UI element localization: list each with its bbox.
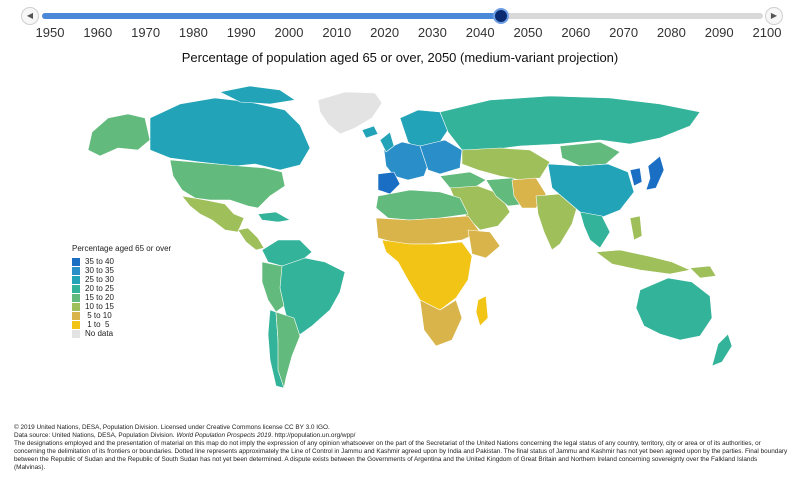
legend-label: 25 to 30 [85, 275, 114, 284]
legend-swatch [72, 293, 80, 302]
year-label-2010[interactable]: 2010 [322, 25, 352, 40]
year-label-2080[interactable]: 2080 [656, 25, 686, 40]
legend-item: 10 to 15 [72, 302, 171, 311]
year-slider-track[interactable] [42, 8, 763, 24]
map-footer: © 2019 United Nations, DESA, Population … [14, 424, 790, 472]
region-mongolia[interactable] [559, 141, 621, 167]
region-sahel[interactable] [375, 215, 481, 245]
legend-item: 30 to 35 [72, 266, 171, 275]
region-korea[interactable] [629, 167, 643, 187]
year-label-2000[interactable]: 2000 [274, 25, 304, 40]
year-label-2030[interactable]: 2030 [417, 25, 447, 40]
region-eastern-europe[interactable] [419, 139, 463, 175]
legend-swatch [72, 275, 80, 284]
region-peru-bolivia[interactable] [261, 261, 285, 313]
year-label-1970[interactable]: 1970 [131, 25, 161, 40]
year-label-2040[interactable]: 2040 [465, 25, 495, 40]
year-label-2020[interactable]: 2020 [370, 25, 400, 40]
year-slider-handle[interactable] [493, 8, 509, 24]
legend-swatch [72, 257, 80, 266]
year-timeline: ◀ ▶ 1950 1960 1970 1980 1990 2000 2010 2020 2030… [0, 0, 800, 44]
year-label-1990[interactable]: 1990 [226, 25, 256, 40]
legend-items: 35 to 40 30 to 35 25 to 30 20 to 25 15 to 20… [72, 257, 171, 338]
region-australia[interactable] [635, 277, 713, 341]
legend-label: 35 to 40 [85, 257, 114, 266]
year-label-2060[interactable]: 2060 [561, 25, 591, 40]
legend-item: 35 to 40 [72, 257, 171, 266]
data-source-link[interactable]: . http://population.un.org/wpp/ [271, 432, 356, 439]
region-canada[interactable] [149, 97, 311, 171]
region-maritime-se-asia[interactable] [595, 249, 691, 275]
year-label-2070[interactable]: 2070 [609, 25, 639, 40]
region-japan[interactable] [645, 155, 665, 191]
region-alaska[interactable] [87, 113, 151, 157]
legend-item: 15 to 20 [72, 293, 171, 302]
legend-item: No data [72, 329, 171, 338]
legend-label: 1 to 5 [85, 320, 110, 329]
legend-swatch [72, 329, 80, 338]
data-source-title: World Population Prospects 2019 [176, 432, 272, 439]
region-central-america[interactable] [237, 227, 265, 251]
region-western-europe[interactable] [383, 141, 431, 181]
region-new-zealand[interactable] [711, 333, 733, 367]
year-label-2050[interactable]: 2050 [513, 25, 543, 40]
region-indochina[interactable] [579, 211, 611, 249]
region-west-central-africa[interactable] [381, 239, 473, 311]
legend-swatch [72, 284, 80, 293]
data-source-prefix: Data source: United Nations, DESA, Popul… [14, 432, 177, 439]
copyright-note: © 2019 United Nations, DESA, Population … [14, 424, 330, 431]
chevron-left-icon: ◀ [26, 11, 34, 20]
legend-label: 20 to 25 [85, 284, 114, 293]
legend-swatch [72, 302, 80, 311]
year-label-2100[interactable]: 2100 [752, 25, 782, 40]
legend-swatch [72, 266, 80, 275]
region-horn-of-africa[interactable] [467, 229, 501, 259]
legend-title: Percentage aged 65 or over [72, 244, 172, 253]
region-madagascar[interactable] [475, 295, 489, 327]
region-greenland[interactable] [317, 91, 383, 135]
legend-item: 25 to 30 [72, 275, 171, 284]
year-label-1980[interactable]: 1980 [178, 25, 208, 40]
region-turkey[interactable] [439, 171, 487, 189]
chevron-right-icon: ▶ [770, 11, 778, 20]
map-title: Percentage of population aged 65 or over… [181, 50, 619, 65]
disclaimer-note: The designations employed and the presen… [14, 440, 788, 471]
region-papua-new-guinea[interactable] [689, 265, 717, 279]
legend-label: 5 to 10 [85, 311, 112, 320]
legend-item: 5 to 10 [72, 311, 171, 320]
region-mexico[interactable] [181, 195, 245, 233]
previous-year-button[interactable]: ◀ [21, 7, 39, 25]
region-iceland[interactable] [361, 125, 379, 139]
legend-swatch [72, 311, 80, 320]
region-southern-africa[interactable] [419, 299, 463, 347]
year-label-1960[interactable]: 1960 [83, 25, 113, 40]
region-north-africa[interactable] [375, 189, 469, 221]
region-caribbean[interactable] [257, 211, 291, 223]
region-uk[interactable] [379, 131, 395, 153]
region-colombia-venezuela[interactable] [261, 239, 313, 267]
region-united-states[interactable] [169, 159, 286, 209]
legend-label: 10 to 15 [85, 302, 114, 311]
legend-swatch [72, 320, 80, 329]
map-legend: Percentage aged 65 or over 35 to 40 30 to… [72, 244, 171, 338]
legend-label: 15 to 20 [85, 293, 114, 302]
region-china[interactable] [547, 163, 635, 219]
region-argentina[interactable] [275, 311, 301, 389]
year-label-1950[interactable]: 1950 [35, 25, 65, 40]
legend-label: No data [85, 329, 114, 338]
legend-item: 1 to 5 [72, 320, 171, 329]
region-iberia[interactable] [377, 171, 401, 195]
data-source-note: Data source: United Nations, DESA, Popul… [14, 432, 790, 440]
region-russia[interactable] [439, 95, 701, 151]
legend-item: 20 to 25 [72, 284, 171, 293]
next-year-button[interactable]: ▶ [765, 7, 783, 25]
legend-label: 30 to 35 [85, 266, 114, 275]
year-slider-progress [42, 13, 501, 19]
region-philippines[interactable] [629, 215, 643, 241]
region-arctic-islands[interactable] [219, 85, 296, 105]
year-label-2090[interactable]: 2090 [704, 25, 734, 40]
